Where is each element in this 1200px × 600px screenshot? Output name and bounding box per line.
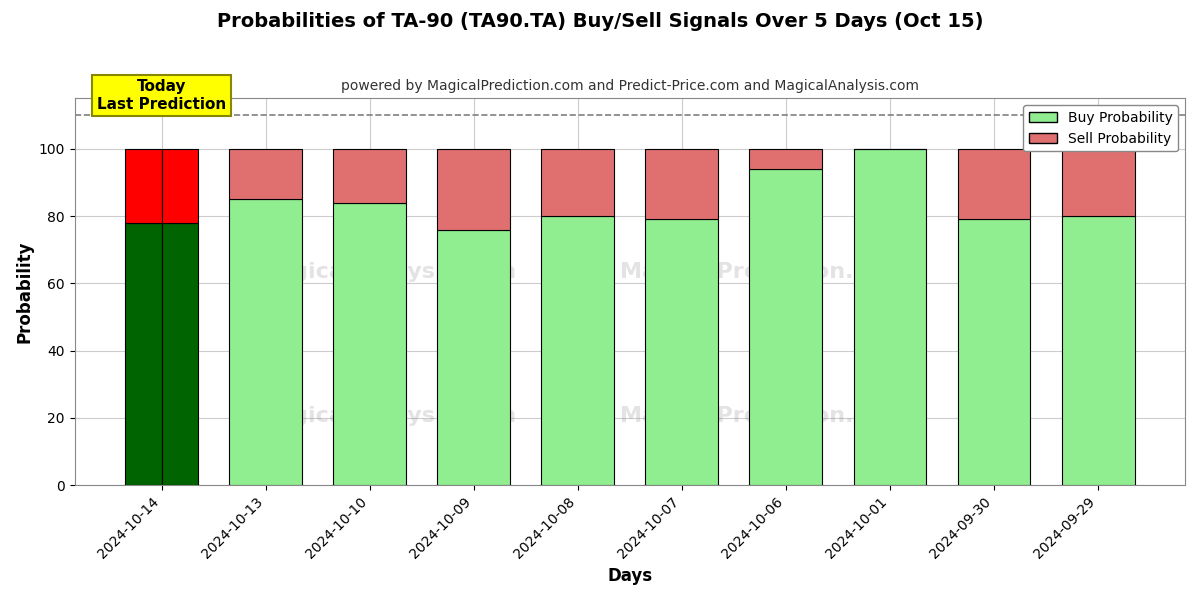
- Bar: [229, 149, 302, 199]
- Bar: [334, 203, 406, 485]
- Text: MagicalAnalysis.com: MagicalAnalysis.com: [254, 262, 516, 283]
- Bar: [229, 199, 302, 485]
- Bar: [541, 216, 614, 485]
- Bar: [125, 149, 162, 223]
- Bar: [646, 149, 719, 220]
- Text: Today
Last Prediction: Today Last Prediction: [97, 79, 226, 112]
- Text: MagicalPrediction.com: MagicalPrediction.com: [620, 262, 906, 283]
- Bar: [437, 230, 510, 485]
- Bar: [958, 149, 1031, 220]
- Bar: [646, 220, 719, 485]
- Bar: [125, 223, 162, 485]
- Bar: [958, 220, 1031, 485]
- Y-axis label: Probability: Probability: [16, 241, 34, 343]
- X-axis label: Days: Days: [607, 567, 653, 585]
- Text: MagicalPrediction.com: MagicalPrediction.com: [620, 406, 906, 425]
- Text: MagicalAnalysis.com: MagicalAnalysis.com: [254, 406, 516, 425]
- Bar: [750, 149, 822, 169]
- Bar: [750, 169, 822, 485]
- Bar: [162, 223, 198, 485]
- Title: powered by MagicalPrediction.com and Predict-Price.com and MagicalAnalysis.com: powered by MagicalPrediction.com and Pre…: [341, 79, 919, 93]
- Bar: [334, 149, 406, 203]
- Bar: [437, 149, 510, 230]
- Bar: [1062, 216, 1134, 485]
- Bar: [853, 149, 926, 485]
- Bar: [1062, 149, 1134, 216]
- Bar: [162, 149, 198, 223]
- Bar: [541, 149, 614, 216]
- Text: Probabilities of TA-90 (TA90.TA) Buy/Sell Signals Over 5 Days (Oct 15): Probabilities of TA-90 (TA90.TA) Buy/Sel…: [217, 12, 983, 31]
- Legend: Buy Probability, Sell Probability: Buy Probability, Sell Probability: [1024, 105, 1178, 151]
